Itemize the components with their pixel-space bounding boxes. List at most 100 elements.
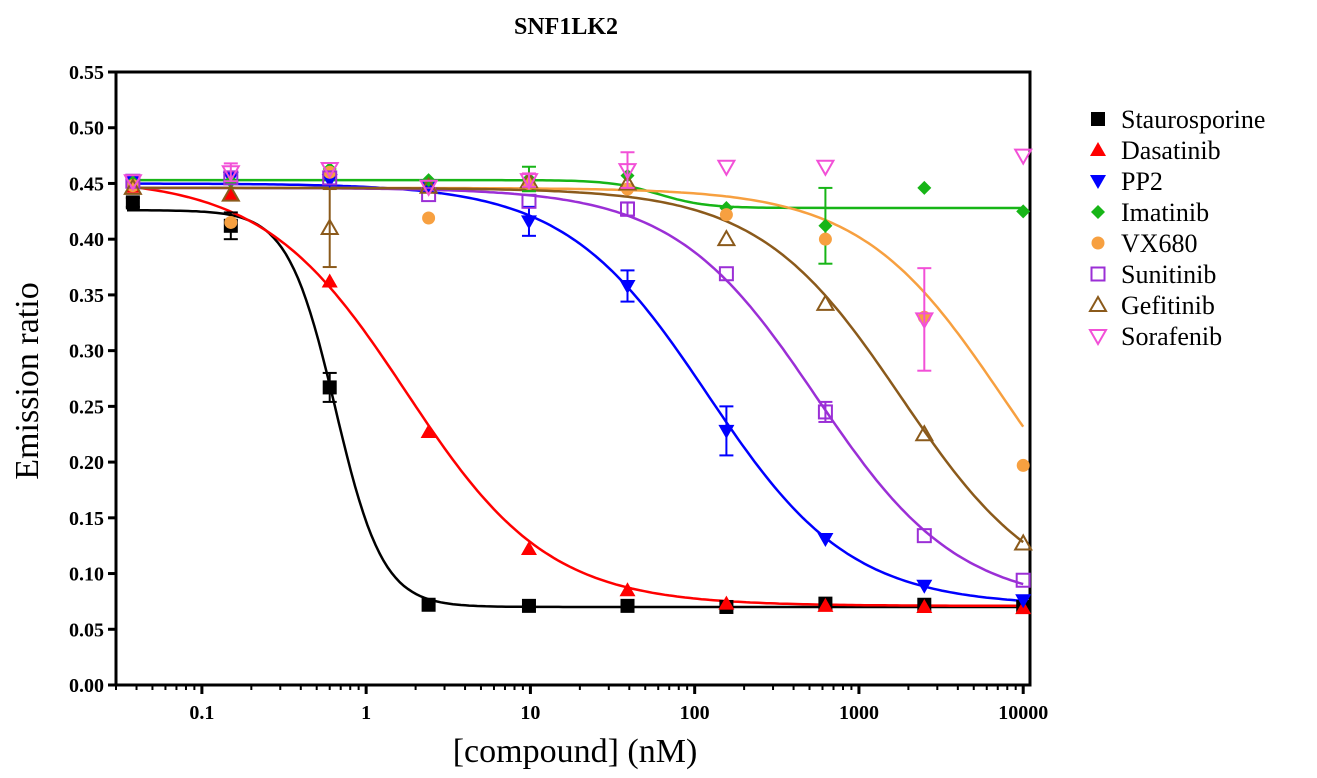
data-point-gefitinib	[1013, 533, 1033, 551]
x-tick-label: 100	[680, 702, 710, 724]
data-point-imatinib	[1016, 204, 1031, 219]
y-tick-label: 0.15	[69, 508, 104, 530]
data-point-staurosporine	[521, 598, 536, 613]
data-point-gefitinib	[319, 218, 340, 236]
legend-marker-vx680	[1091, 236, 1105, 250]
legend: StaurosporineDasatinibPP2ImatinibVX680Su…	[1088, 105, 1265, 351]
legend-item-pp2: PP2	[1090, 167, 1163, 196]
y-tick-label: 0.05	[69, 619, 104, 641]
data-point-vx680	[719, 208, 733, 222]
data-point-staurosporine	[125, 195, 140, 210]
data-point-pp2	[817, 532, 834, 547]
series-gefitinib	[123, 171, 1033, 551]
legend-marker-gefitinib	[1088, 294, 1108, 312]
data-point-sorafenib	[914, 312, 935, 330]
data-point-dasatinib	[619, 582, 636, 597]
legend-marker-staurosporine	[1091, 112, 1105, 126]
data-point-staurosporine	[620, 598, 635, 613]
data-point-imatinib	[818, 218, 833, 233]
x-axis-label: [compound] (nM)	[453, 733, 698, 770]
legend-label-sorafenib: Sorafenib	[1121, 322, 1222, 351]
series-staurosporine	[125, 195, 1031, 614]
legend-label-gefitinib: Gefitinib	[1121, 291, 1215, 320]
data-point-sunitinib	[322, 170, 338, 186]
legend-marker-sunitinib	[1090, 266, 1106, 282]
data-point-sorafenib	[123, 174, 143, 192]
y-tick-label: 0.25	[69, 396, 104, 418]
y-tick-label: 0.40	[69, 229, 104, 251]
legend-item-gefitinib: Gefitinib	[1088, 291, 1215, 320]
series-imatinib	[125, 161, 1031, 265]
data-point-sunitinib	[916, 528, 932, 544]
x-tick-label: 10	[520, 702, 540, 724]
fit-curve-gefitinib	[127, 186, 1024, 544]
y-tick-label: 0.30	[69, 341, 104, 363]
data-point-sorafenib	[617, 163, 638, 181]
data-point-gefitinib	[914, 424, 935, 442]
y-axis-label: Emission ratio	[9, 282, 46, 479]
data-point-pp2	[1015, 594, 1032, 609]
data-point-vx680	[818, 232, 832, 246]
data-point-dasatinib	[420, 423, 437, 438]
series-dasatinib	[124, 178, 1032, 615]
x-tick-label: 10000	[998, 702, 1048, 724]
y-tick-label: 0.50	[69, 118, 104, 140]
fit-curve-dasatinib	[126, 185, 1024, 608]
chart-title: SNF1LK2	[514, 14, 618, 40]
series-sunitinib	[125, 170, 1031, 588]
data-point-dasatinib	[222, 186, 239, 201]
data-point-sorafenib	[716, 159, 737, 177]
data-point-sorafenib	[519, 173, 539, 191]
data-point-vx680	[224, 215, 238, 229]
legend-label-sunitinib: Sunitinib	[1121, 260, 1216, 289]
data-point-imatinib	[917, 180, 932, 195]
data-point-sunitinib	[421, 187, 437, 203]
y-tick-label: 0.55	[69, 62, 104, 84]
fit-curve-sunitinib	[127, 186, 1024, 586]
data-point-dasatinib	[321, 273, 338, 288]
legend-label-vx680: VX680	[1121, 229, 1198, 258]
data-point-gefitinib	[617, 173, 638, 191]
x-tick-label: 1000	[839, 702, 879, 724]
data-point-sunitinib	[718, 266, 734, 282]
legend-item-staurosporine: Staurosporine	[1091, 105, 1265, 134]
fit-curve-pp2	[127, 182, 1024, 603]
series-sorafenib	[123, 148, 1033, 372]
series-vx680	[126, 165, 1030, 472]
x-tick-label: 0.1	[189, 702, 214, 724]
data-point-vx680	[1016, 458, 1030, 472]
data-point-pp2	[718, 424, 735, 439]
data-point-dasatinib	[817, 597, 834, 612]
fit-curve-staurosporine	[127, 209, 1024, 609]
data-point-gefitinib	[716, 229, 737, 247]
x-tick-label: 1	[361, 702, 371, 724]
legend-item-dasatinib: Dasatinib	[1090, 136, 1221, 165]
y-tick-label: 0.20	[69, 452, 104, 474]
data-point-pp2	[321, 174, 338, 189]
data-point-sunitinib	[1015, 572, 1031, 588]
legend-label-imatinib: Imatinib	[1121, 198, 1209, 227]
data-point-gefitinib	[123, 177, 143, 195]
data-point-staurosporine	[421, 597, 436, 612]
data-point-sorafenib	[319, 161, 340, 179]
plot-frame	[114, 70, 1032, 687]
legend-marker-sorafenib	[1088, 329, 1108, 347]
data-point-sorafenib	[1013, 148, 1033, 166]
y-tick-label: 0.00	[69, 675, 104, 697]
data-point-dasatinib	[520, 541, 537, 556]
legend-label-dasatinib: Dasatinib	[1121, 136, 1221, 165]
data-point-sunitinib	[620, 201, 636, 217]
legend-item-vx680: VX680	[1091, 229, 1198, 258]
data-point-sorafenib	[418, 179, 439, 197]
data-point-staurosporine	[322, 380, 337, 395]
legend-label-staurosporine: Staurosporine	[1121, 105, 1265, 134]
legend-marker-imatinib	[1091, 205, 1105, 219]
legend-item-imatinib: Imatinib	[1091, 198, 1209, 227]
fit-curve-imatinib	[127, 178, 1024, 210]
data-point-sunitinib	[521, 193, 537, 209]
y-tick-label: 0.10	[69, 564, 104, 586]
data-point-pp2	[619, 279, 636, 294]
legend-marker-dasatinib	[1090, 142, 1106, 156]
data-point-sorafenib	[221, 165, 241, 183]
